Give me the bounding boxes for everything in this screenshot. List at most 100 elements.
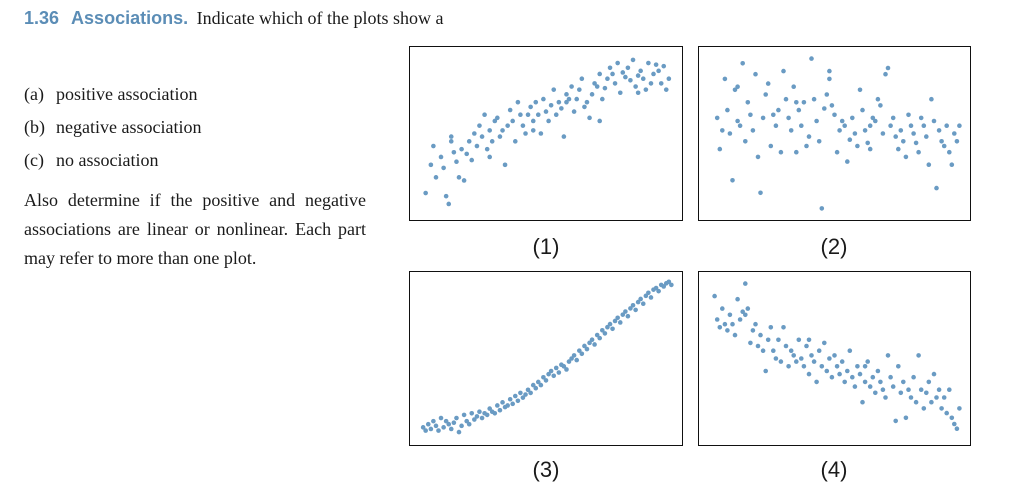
- scatter-point: [640, 301, 646, 307]
- scatter-point: [903, 154, 909, 160]
- scatter-point: [546, 118, 551, 124]
- scatter-point: [888, 374, 893, 380]
- scatter-point: [474, 414, 480, 419]
- scatter-point: [740, 61, 745, 66]
- scatter-point: [617, 320, 623, 325]
- scatter-point: [921, 123, 927, 128]
- scatter-point: [461, 178, 467, 183]
- scatter-point: [903, 415, 909, 421]
- scatter-point: [479, 415, 485, 421]
- scatter-point: [587, 340, 592, 346]
- scatter-point: [929, 399, 934, 405]
- scatter-point: [640, 76, 646, 82]
- scatter-point: [837, 371, 842, 377]
- plot-label-4: (4): [820, 457, 848, 482]
- scatter-point: [804, 343, 809, 349]
- scatter-point: [862, 128, 868, 133]
- scatter-point: [602, 331, 608, 336]
- scatter-point: [648, 81, 654, 86]
- scatter-point: [492, 410, 498, 416]
- scatter-point: [750, 128, 756, 133]
- scatter-point: [890, 115, 896, 121]
- scatter-point: [788, 348, 794, 353]
- scatter-point: [658, 81, 664, 86]
- scatter-point: [625, 65, 631, 71]
- scatter-point: [438, 154, 444, 160]
- scatter-point: [533, 99, 539, 105]
- scatter-point: [546, 371, 551, 377]
- scatter-point: [597, 71, 603, 77]
- scatter-point: [906, 112, 911, 118]
- scatter-point: [628, 306, 633, 311]
- scatter-point: [643, 293, 649, 299]
- scatter-point: [926, 379, 932, 385]
- scatter-plot-2-svg: [714, 56, 962, 211]
- scatter-point: [464, 151, 470, 157]
- scatter-point: [551, 373, 557, 379]
- scatter-point: [717, 146, 723, 152]
- scatter-point: [862, 379, 868, 385]
- scatter-point: [564, 99, 569, 105]
- scatter-point: [794, 100, 799, 105]
- option-a: (a) positive association: [24, 78, 201, 111]
- scatter-point: [936, 128, 942, 133]
- scatter-point: [765, 81, 771, 86]
- scatter-point: [783, 343, 789, 349]
- scatter-point: [602, 85, 608, 91]
- scatter-point: [714, 115, 720, 121]
- scatter-point: [599, 327, 605, 333]
- scatter-point: [653, 62, 659, 67]
- scatter-point: [816, 139, 822, 144]
- scatter-point: [768, 325, 774, 330]
- scatter-point: [548, 102, 554, 108]
- scatter-point: [720, 128, 725, 133]
- scatter-point: [771, 112, 776, 118]
- scatter-point: [722, 321, 728, 327]
- scatter-point: [469, 410, 475, 416]
- scatter-point: [571, 109, 577, 114]
- scatter-point: [829, 374, 835, 380]
- scatter-point: [908, 123, 914, 128]
- scatter-point: [535, 112, 541, 118]
- scatter-point: [497, 407, 503, 413]
- scatter-point: [451, 420, 457, 426]
- option-text: no association: [56, 150, 159, 170]
- scatter-point: [466, 421, 472, 427]
- option-b: (b) negative association: [24, 111, 201, 144]
- scatter-point: [898, 128, 904, 133]
- scatter-point: [500, 400, 505, 405]
- scatter-point: [896, 364, 901, 369]
- scatter-point: [952, 421, 957, 427]
- scatter-point: [459, 423, 464, 429]
- scatter-point: [929, 96, 934, 102]
- scatter-point: [489, 139, 495, 144]
- scatter-point: [615, 60, 620, 66]
- scatter-point: [860, 107, 865, 113]
- scatter-point: [765, 337, 771, 343]
- scatter-point: [786, 364, 791, 369]
- scatter-point: [816, 348, 822, 353]
- scatter-point: [819, 364, 825, 369]
- scatter-point: [477, 409, 482, 415]
- scatter-point: [939, 406, 944, 411]
- scatter-point: [477, 123, 482, 128]
- scatter-point: [574, 96, 580, 102]
- scatter-point: [505, 123, 510, 128]
- scatter-point: [814, 118, 819, 124]
- scatter-point: [592, 81, 597, 86]
- scatter-point: [454, 415, 459, 421]
- scatter-point: [495, 403, 500, 408]
- scatter-point: [548, 368, 554, 374]
- scatter-point: [839, 359, 845, 364]
- scatter-point: [806, 371, 812, 377]
- scatter-point: [487, 154, 493, 160]
- scatter-point: [502, 162, 508, 168]
- scatter-point: [832, 112, 837, 118]
- scatter-point: [850, 115, 855, 121]
- scatter-point: [725, 328, 730, 333]
- scatter-point: [763, 92, 768, 97]
- option-c: (c) no association: [24, 144, 201, 177]
- scatter-point: [423, 190, 428, 196]
- scatter-point: [730, 321, 735, 327]
- scatter-point: [878, 379, 883, 385]
